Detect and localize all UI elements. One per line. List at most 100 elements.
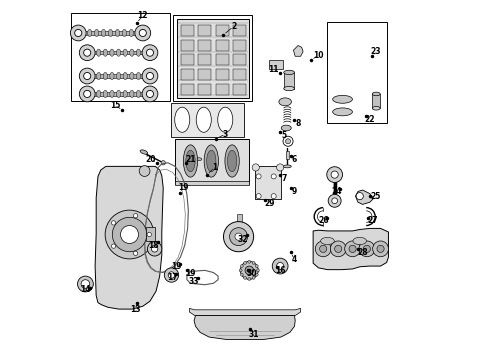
Circle shape — [315, 241, 331, 257]
Circle shape — [335, 245, 342, 252]
Circle shape — [111, 244, 116, 248]
Ellipse shape — [130, 72, 134, 80]
Text: 9: 9 — [292, 187, 297, 196]
Polygon shape — [190, 309, 300, 316]
Bar — [284, 72, 294, 89]
Ellipse shape — [281, 125, 291, 131]
Bar — [216, 25, 228, 36]
Circle shape — [240, 261, 258, 279]
Text: 33: 33 — [189, 276, 199, 285]
Circle shape — [147, 232, 151, 237]
Bar — [255, 166, 281, 199]
Circle shape — [276, 164, 284, 171]
Bar — [177, 19, 248, 98]
Circle shape — [349, 245, 356, 252]
Circle shape — [133, 213, 138, 218]
Ellipse shape — [284, 70, 294, 75]
Bar — [198, 54, 211, 65]
Ellipse shape — [136, 72, 141, 80]
Text: 7: 7 — [281, 174, 287, 183]
Circle shape — [79, 45, 95, 60]
Ellipse shape — [97, 72, 101, 80]
Circle shape — [332, 198, 338, 204]
Circle shape — [255, 265, 258, 267]
Polygon shape — [194, 316, 295, 339]
Ellipse shape — [117, 72, 121, 80]
Ellipse shape — [123, 72, 127, 80]
Circle shape — [121, 226, 139, 243]
Bar — [181, 54, 194, 65]
Bar — [87, 74, 150, 78]
Circle shape — [256, 269, 259, 272]
Ellipse shape — [108, 30, 113, 37]
Text: 14: 14 — [80, 285, 91, 294]
Circle shape — [256, 174, 261, 179]
Circle shape — [364, 245, 370, 252]
Text: 3: 3 — [222, 130, 228, 139]
Circle shape — [283, 136, 293, 146]
Circle shape — [112, 217, 147, 252]
Ellipse shape — [196, 158, 202, 161]
Bar — [87, 92, 150, 96]
Bar — [216, 54, 228, 65]
Bar — [286, 151, 289, 159]
Ellipse shape — [136, 49, 141, 56]
Bar — [216, 84, 228, 95]
Bar — [233, 69, 245, 80]
Circle shape — [319, 245, 327, 252]
Ellipse shape — [196, 107, 211, 132]
Bar — [181, 69, 194, 80]
Text: 19: 19 — [178, 183, 189, 192]
Ellipse shape — [103, 49, 107, 56]
Ellipse shape — [372, 107, 380, 110]
Text: 23: 23 — [370, 47, 381, 56]
Bar — [147, 227, 155, 241]
Polygon shape — [294, 45, 303, 56]
Circle shape — [344, 241, 361, 257]
Bar — [171, 103, 245, 137]
Bar — [78, 31, 143, 35]
Text: 27: 27 — [367, 216, 378, 225]
Circle shape — [81, 280, 90, 288]
Circle shape — [147, 242, 162, 256]
Circle shape — [252, 276, 255, 279]
Text: 25: 25 — [371, 192, 381, 201]
Circle shape — [185, 155, 191, 161]
Text: 10: 10 — [313, 51, 324, 60]
Circle shape — [276, 262, 284, 270]
Bar — [181, 25, 194, 36]
Circle shape — [79, 86, 95, 102]
Bar — [71, 13, 170, 101]
Circle shape — [223, 222, 254, 252]
Text: 2: 2 — [231, 22, 236, 31]
Bar — [175, 139, 248, 184]
Circle shape — [271, 194, 276, 199]
Bar — [233, 25, 245, 36]
Circle shape — [84, 49, 91, 56]
Text: 4: 4 — [292, 255, 297, 264]
Circle shape — [327, 167, 343, 183]
Circle shape — [244, 261, 246, 264]
Bar — [327, 22, 387, 123]
Text: 15: 15 — [110, 101, 121, 110]
Bar — [181, 84, 194, 95]
Bar — [372, 94, 380, 108]
Circle shape — [272, 258, 288, 274]
Ellipse shape — [284, 86, 294, 91]
Ellipse shape — [110, 49, 114, 56]
Ellipse shape — [320, 237, 334, 244]
Ellipse shape — [136, 90, 141, 98]
Text: 8: 8 — [295, 119, 301, 128]
Circle shape — [168, 272, 175, 278]
Bar — [233, 84, 245, 95]
Circle shape — [245, 266, 254, 275]
Ellipse shape — [283, 165, 291, 168]
Ellipse shape — [333, 108, 352, 116]
Polygon shape — [95, 166, 163, 309]
Polygon shape — [313, 228, 389, 270]
Ellipse shape — [333, 95, 352, 103]
Circle shape — [331, 171, 338, 178]
Circle shape — [356, 193, 364, 200]
Circle shape — [147, 72, 153, 80]
Ellipse shape — [103, 90, 107, 98]
